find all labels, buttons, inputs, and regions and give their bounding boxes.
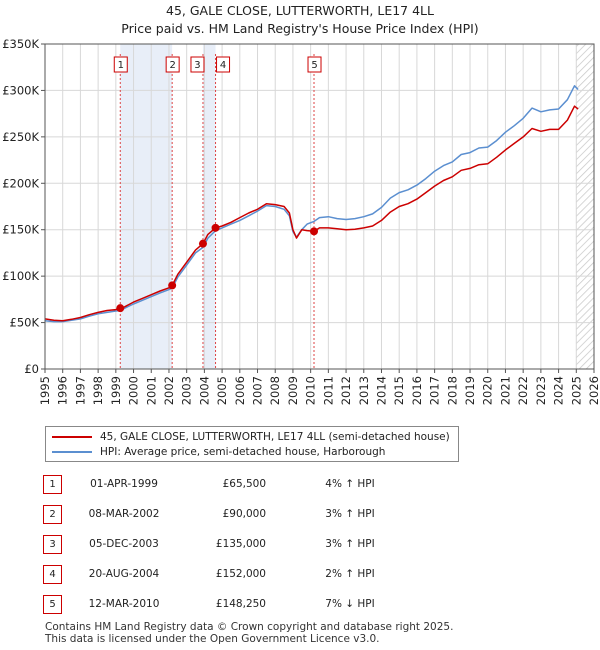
y-tick-label: £0 bbox=[24, 362, 39, 376]
sale-marker-box bbox=[216, 56, 231, 73]
sale-marker-label: 5 bbox=[311, 60, 317, 71]
x-tick-label: 2005 bbox=[215, 376, 229, 405]
x-tick-label: 2017 bbox=[428, 376, 442, 405]
x-tick-label: 2000 bbox=[127, 376, 141, 405]
x-tick-label: 2026 bbox=[587, 376, 600, 405]
y-tick-label: £300K bbox=[2, 83, 39, 97]
x-tick-label: 2004 bbox=[197, 376, 211, 405]
x-tick-label: 1996 bbox=[56, 376, 70, 405]
legend-swatch-hpi bbox=[52, 451, 92, 453]
tx-price: £135,000 bbox=[215, 538, 266, 550]
legend-item-property: 45, GALE CLOSE, LUTTERWORTH, LE17 4LL (s… bbox=[52, 430, 450, 444]
shaded-period bbox=[202, 44, 216, 369]
table-row: 1 01-APR-1999 £65,500 4% ↑ HPI bbox=[0, 475, 600, 495]
series-line-property bbox=[44, 105, 579, 322]
x-tick-label: 1997 bbox=[73, 376, 87, 405]
sale-marker-label: 4 bbox=[220, 60, 226, 71]
x-tick-label: 1999 bbox=[109, 376, 123, 405]
chart-area: 1 2 3 4 5 £0 £50K £100K £150K £200K £250K £300K £35… bbox=[2, 37, 600, 405]
tx-number-badge: 1 bbox=[43, 475, 62, 494]
table-row: 3 05-DEC-2003 £135,000 3% ↑ HPI bbox=[0, 535, 600, 555]
x-tick-label: 2003 bbox=[180, 376, 194, 405]
legend-item-hpi: HPI: Average price, semi-detached house,… bbox=[52, 445, 385, 459]
x-tick-label: 2009 bbox=[286, 376, 300, 405]
y-tick-label: £50K bbox=[10, 316, 40, 330]
sale-marker-label: 1 bbox=[118, 60, 124, 71]
footer-line-2: This data is licensed under the Open Gov… bbox=[45, 633, 380, 645]
tx-date: 01-APR-1999 bbox=[90, 478, 158, 490]
x-tick-label: 2023 bbox=[534, 376, 548, 405]
sale-marker-label: 2 bbox=[169, 60, 175, 71]
x-tick-label: 2021 bbox=[498, 376, 512, 405]
x-tick-label: 2002 bbox=[162, 376, 176, 405]
x-tick-label: 2006 bbox=[233, 376, 247, 405]
x-tick-label: 2022 bbox=[516, 376, 530, 405]
sale-marker-label: 3 bbox=[194, 60, 200, 71]
sale-marker-dot bbox=[310, 227, 319, 236]
x-tick-label: 2025 bbox=[569, 376, 583, 405]
x-tick-label: 2020 bbox=[481, 376, 495, 405]
sale-marker-dot bbox=[211, 223, 220, 232]
x-tick-label: 1998 bbox=[91, 376, 105, 405]
x-tick-label: 2007 bbox=[251, 376, 265, 405]
chart-title: 45, GALE CLOSE, LUTTERWORTH, LE17 4LL bbox=[166, 3, 434, 18]
table-row: 4 20-AUG-2004 £152,000 2% ↑ HPI bbox=[0, 565, 600, 585]
tx-number-badge: 3 bbox=[43, 535, 62, 554]
tx-hpi-diff: 3% ↑ HPI bbox=[325, 508, 375, 520]
tx-price: £152,000 bbox=[215, 568, 266, 580]
plot-frame bbox=[44, 43, 595, 370]
x-tick-label: 2008 bbox=[268, 376, 282, 405]
y-tick-label: £250K bbox=[2, 130, 39, 144]
sale-marker-box bbox=[165, 56, 180, 73]
footer-attribution: Contains HM Land Registry data © Crown c… bbox=[45, 621, 453, 645]
x-tick-label: 2015 bbox=[392, 376, 406, 405]
sale-marker-dot bbox=[116, 304, 125, 313]
x-tick-label: 2012 bbox=[339, 376, 353, 405]
chart-legend: 45, GALE CLOSE, LUTTERWORTH, LE17 4LL (s… bbox=[45, 426, 459, 462]
sale-marker-box bbox=[190, 56, 205, 73]
sale-marker-box bbox=[307, 56, 322, 73]
x-tick-label: 2001 bbox=[144, 376, 158, 405]
y-tick-label: £200K bbox=[2, 176, 39, 190]
chart-subtitle: Price paid vs. HM Land Registry's House … bbox=[121, 21, 479, 36]
x-tick-label: 2014 bbox=[374, 376, 388, 405]
legend-label-hpi: HPI: Average price, semi-detached house,… bbox=[100, 446, 386, 458]
sale-marker-box bbox=[113, 56, 128, 73]
tx-hpi-diff: 7% ↓ HPI bbox=[325, 598, 375, 610]
shaded-period bbox=[120, 44, 173, 369]
y-tick-label: £100K bbox=[2, 269, 39, 283]
x-tick-label: 2011 bbox=[321, 376, 335, 405]
x-tick-label: 2018 bbox=[445, 376, 459, 405]
tx-price: £65,500 bbox=[222, 478, 266, 490]
x-tick-label: 2013 bbox=[357, 376, 371, 405]
y-tick-label: £150K bbox=[2, 223, 39, 237]
sale-marker-dot bbox=[168, 281, 177, 290]
tx-date: 08-MAR-2002 bbox=[88, 508, 160, 520]
x-tick-label: 2019 bbox=[463, 376, 477, 405]
table-row: 5 12-MAR-2010 £148,250 7% ↓ HPI bbox=[0, 595, 600, 615]
tx-number-badge: 5 bbox=[43, 595, 62, 614]
legend-swatch-property bbox=[52, 436, 92, 438]
x-tick-label: 2016 bbox=[410, 376, 424, 405]
x-tick-label: 2010 bbox=[304, 376, 318, 405]
x-tick-label: 2024 bbox=[552, 376, 566, 405]
tx-number-badge: 4 bbox=[43, 565, 62, 584]
legend-label-property: 45, GALE CLOSE, LUTTERWORTH, LE17 4LL (s… bbox=[100, 431, 450, 443]
table-row: 2 08-MAR-2002 £90,000 3% ↑ HPI bbox=[0, 505, 600, 525]
tx-price: £90,000 bbox=[222, 508, 266, 520]
y-tick-label: £350K bbox=[2, 37, 39, 51]
footer-line-1: Contains HM Land Registry data © Crown c… bbox=[45, 621, 454, 633]
tx-date: 12-MAR-2010 bbox=[88, 598, 160, 610]
tx-date: 05-DEC-2003 bbox=[89, 538, 159, 550]
tx-hpi-diff: 2% ↑ HPI bbox=[325, 568, 375, 580]
tx-price: £148,250 bbox=[215, 598, 266, 610]
tx-number-badge: 2 bbox=[43, 505, 62, 524]
tx-hpi-diff: 4% ↑ HPI bbox=[325, 478, 375, 490]
tx-hpi-diff: 3% ↑ HPI bbox=[325, 538, 375, 550]
tx-date: 20-AUG-2004 bbox=[88, 568, 160, 580]
x-tick-label: 1995 bbox=[38, 376, 52, 405]
sale-marker-dot bbox=[198, 239, 207, 248]
future-hatch-region bbox=[576, 44, 594, 369]
